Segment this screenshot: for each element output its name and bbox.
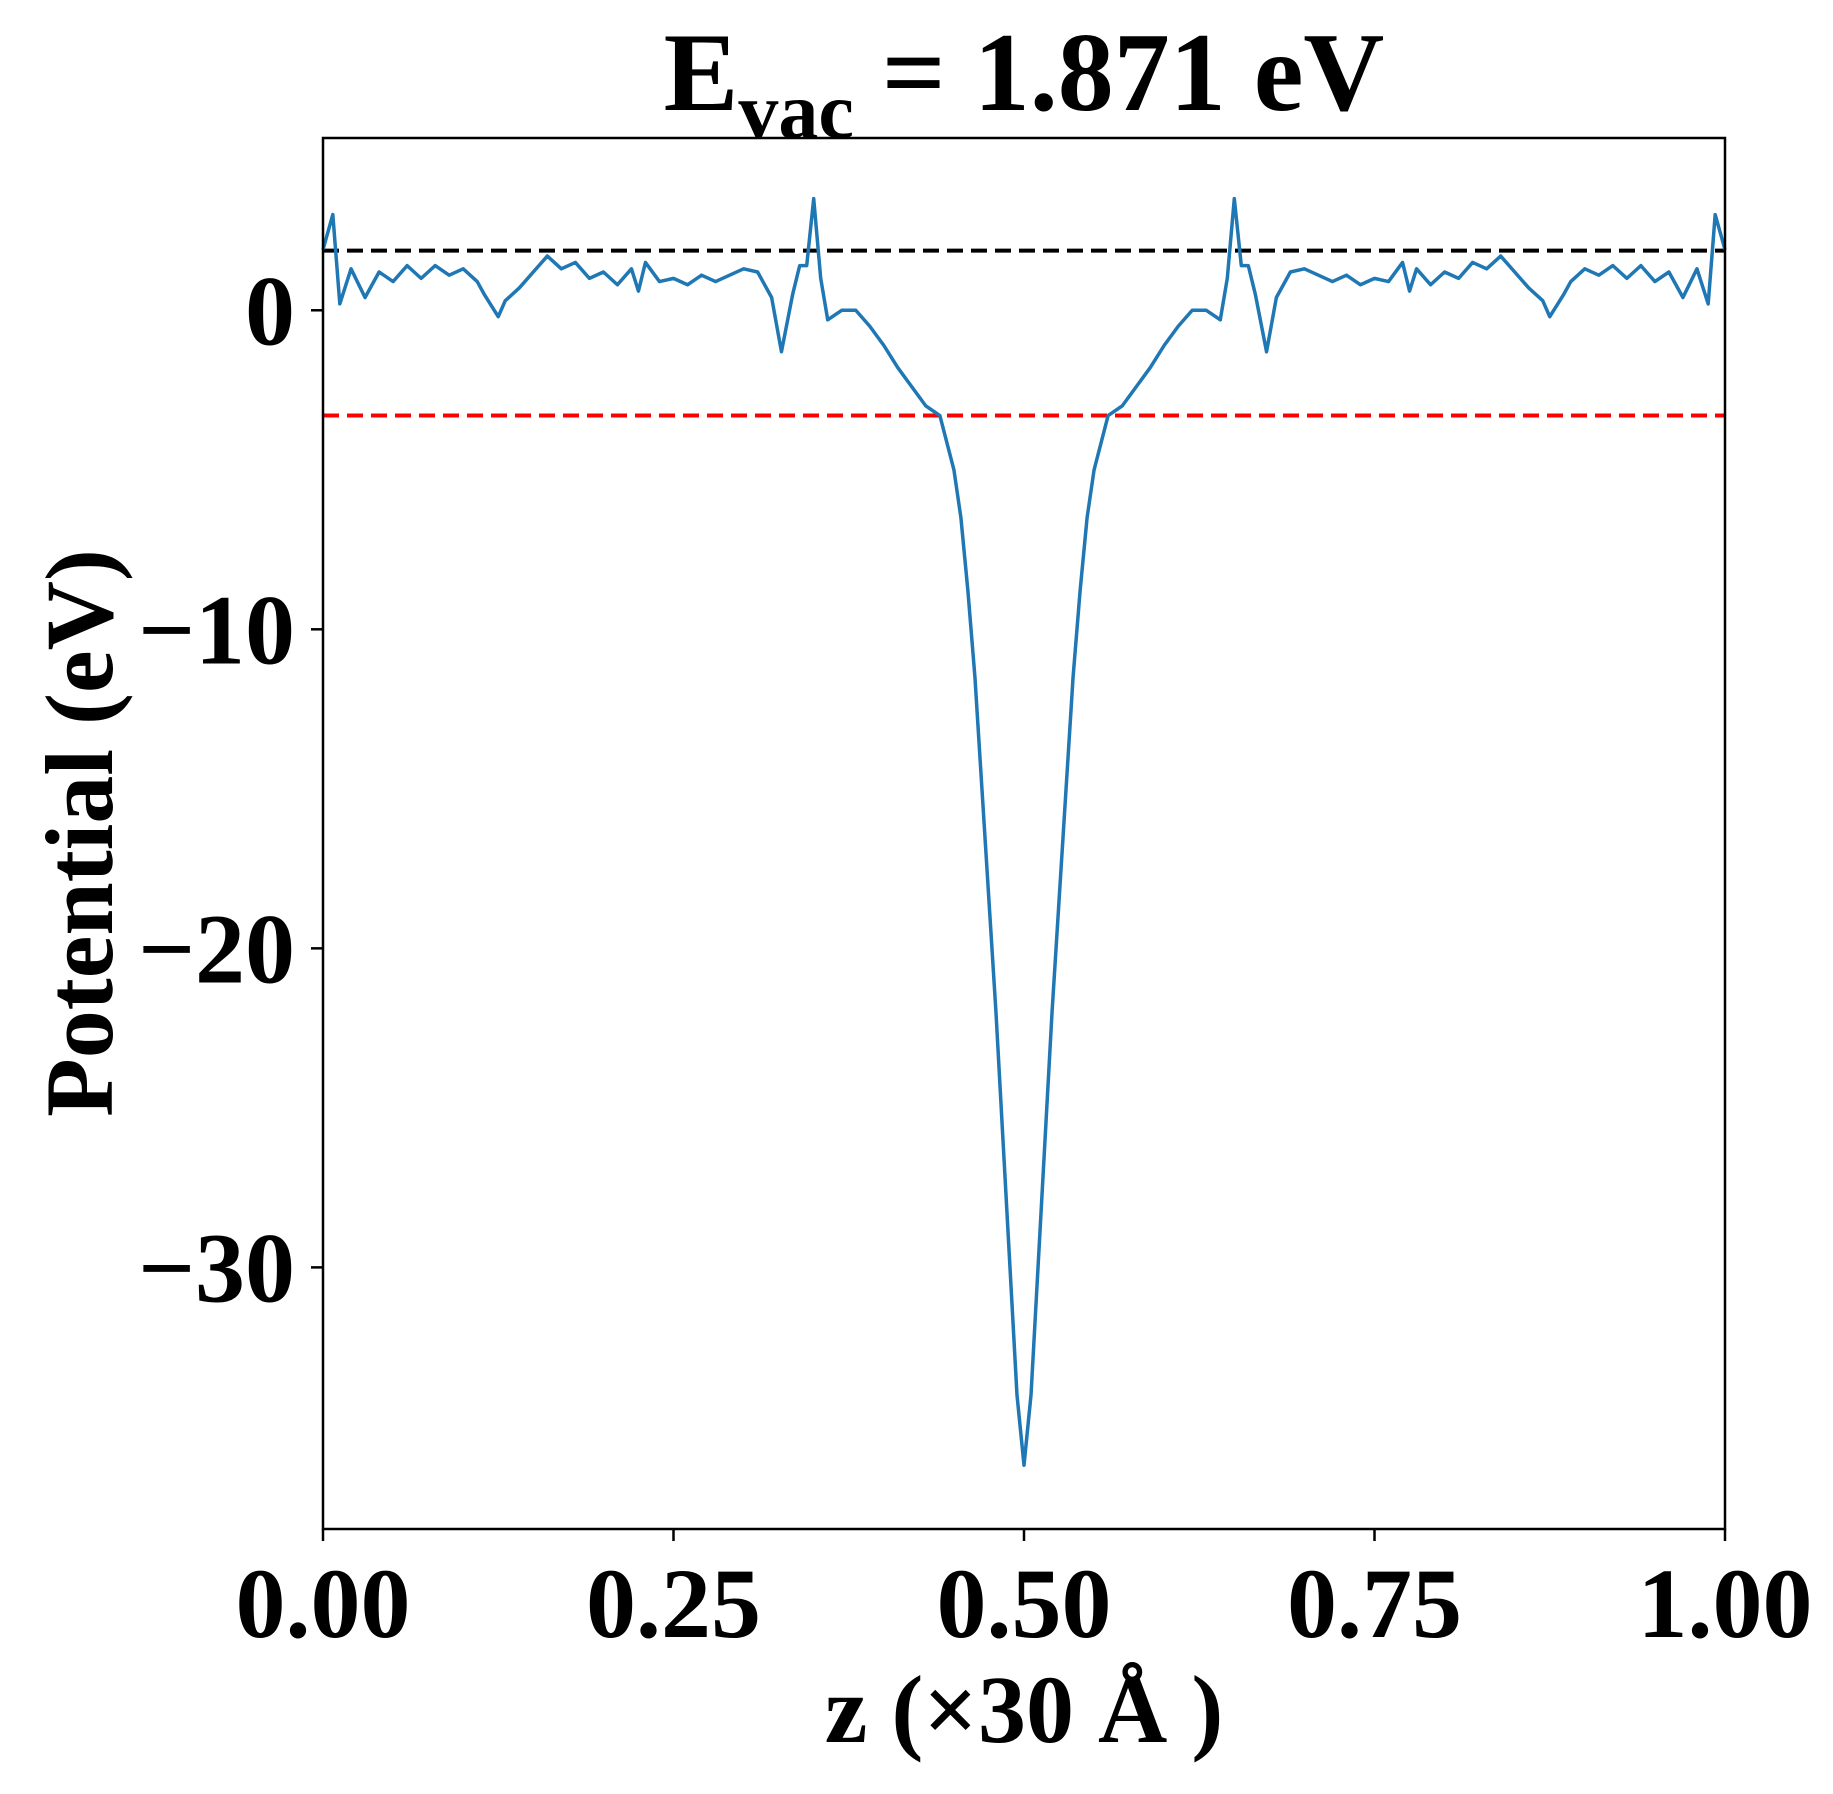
x-tick-label: 0.75 <box>1287 1548 1462 1659</box>
title-rest: = 1.871 eV <box>854 11 1384 135</box>
x-tick-label: 0.50 <box>937 1548 1112 1659</box>
y-tick-label: 0 <box>245 255 295 366</box>
y-tick-label: −30 <box>138 1212 295 1323</box>
data-line <box>321 196 1727 1467</box>
y-axis-label: Potential (eV) <box>26 549 133 1117</box>
y-tick-label: −20 <box>138 893 295 1004</box>
x-axis-label: z (×30 Å ) <box>825 1656 1224 1763</box>
x-tick-label: 1.00 <box>1638 1548 1813 1659</box>
title-main: E <box>664 11 739 135</box>
plot-frame <box>321 136 1727 1531</box>
chart-title: Evac = 1.871 eV <box>664 11 1385 156</box>
x-tick-label: 0.00 <box>236 1548 411 1659</box>
y-tick-label: −10 <box>138 574 295 685</box>
x-tick-label: 0.25 <box>586 1548 761 1659</box>
title-sub: vac <box>738 68 854 156</box>
